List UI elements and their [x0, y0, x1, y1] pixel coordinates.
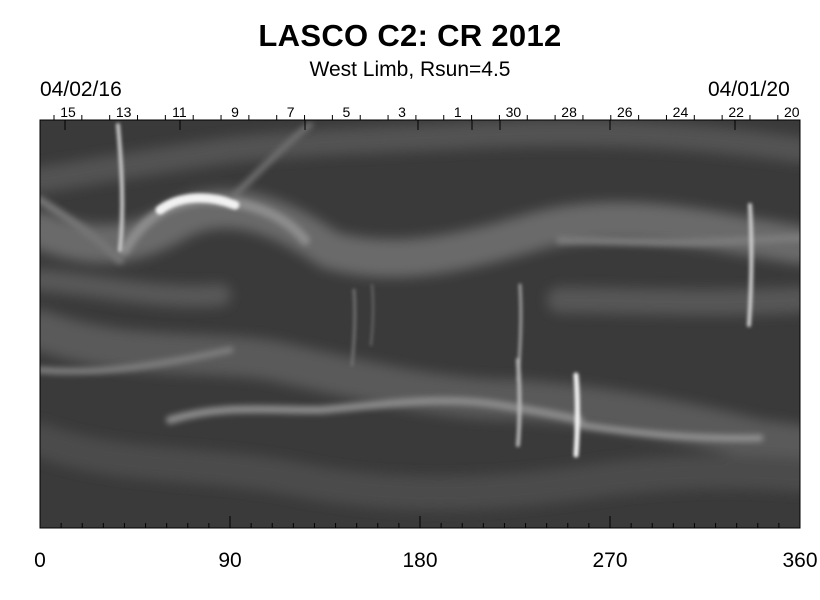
top-day-label: 24 — [673, 104, 689, 120]
top-day-label: 3 — [398, 104, 406, 120]
x-tick-label: 0 — [34, 549, 46, 572]
end-date-label: 04/01/20 — [708, 78, 790, 101]
top-day-label: 15 — [60, 104, 76, 120]
heatmap-image — [40, 120, 800, 528]
chart-title: LASCO C2: CR 2012 — [258, 18, 562, 53]
top-day-label: 22 — [728, 104, 744, 120]
top-day-label: 5 — [342, 104, 350, 120]
bottom-axis — [39, 516, 801, 528]
start-date-label: 04/02/16 — [40, 78, 122, 101]
top-day-label: 9 — [231, 104, 239, 120]
top-day-label: 20 — [784, 104, 800, 120]
top-day-label: 1 — [454, 104, 462, 120]
top-day-label: 13 — [116, 104, 132, 120]
x-tick-label: 90 — [218, 549, 242, 572]
top-day-label: 30 — [506, 104, 522, 120]
chart-subtitle: West Limb, Rsun=4.5 — [309, 58, 511, 81]
top-day-label: 28 — [561, 104, 577, 120]
top-day-label: 26 — [617, 104, 633, 120]
x-tick-label: 270 — [592, 549, 628, 572]
top-day-label: 11 — [172, 104, 187, 120]
top-day-label: 7 — [287, 104, 295, 120]
x-tick-label: 360 — [782, 549, 818, 572]
x-tick-label: 180 — [402, 549, 438, 572]
top-axis: 15 13 11 9 7 5 3 1 30 28 26 24 22 20 — [53, 104, 800, 130]
